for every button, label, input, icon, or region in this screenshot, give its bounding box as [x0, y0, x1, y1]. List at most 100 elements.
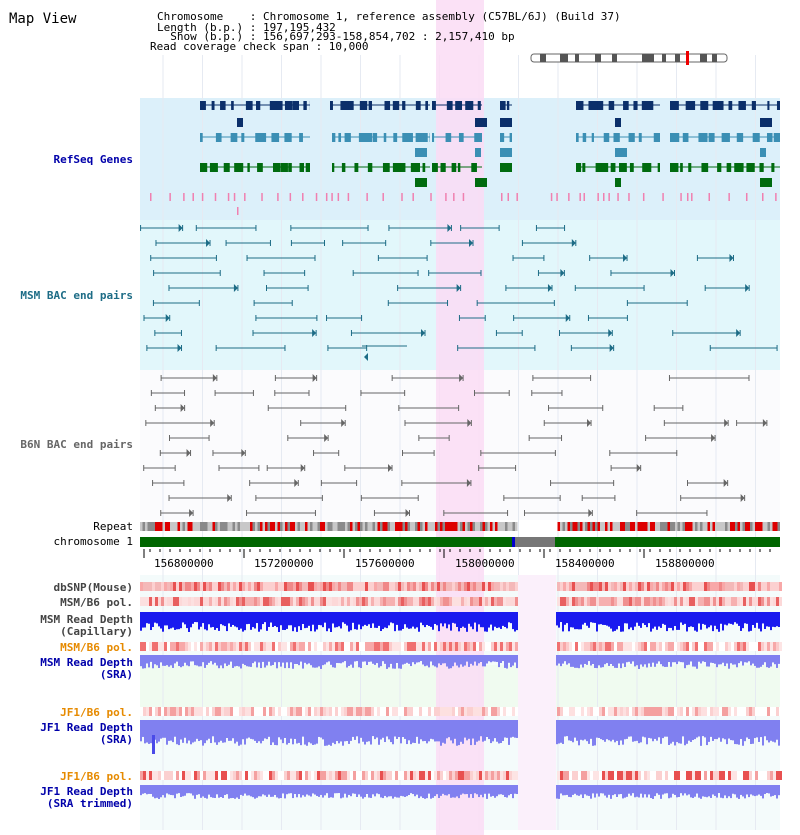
heat-cell	[323, 771, 326, 780]
depth-bar-msm-sra	[354, 655, 356, 662]
track-label-dbsnp[interactable]: dbSNP(Mouse)	[53, 581, 133, 594]
depth-bar-jf1-trimmed	[574, 785, 576, 794]
track-label-msm-depth-sra[interactable]: MSM Read Depth (SRA)	[40, 657, 133, 681]
depth-bar-capillary	[166, 612, 168, 626]
depth-bar-capillary	[266, 612, 268, 631]
depth-bar-capillary	[420, 612, 422, 623]
heat-cell	[455, 582, 458, 591]
depth-bar-msm-sra	[726, 655, 728, 664]
heat-cell	[590, 771, 593, 780]
repeat-bar	[477, 522, 480, 531]
gene-exon	[591, 133, 594, 142]
heat-cell	[584, 597, 587, 606]
depth-bar-jf1-trimmed	[624, 785, 626, 798]
depth-bar-jf1-sra	[204, 720, 206, 744]
depth-bar-jf1-sra	[144, 720, 146, 744]
track-label-jf1-depth-trimmed[interactable]: JF1 Read Depth (SRA trimmed)	[40, 786, 133, 810]
depth-bar-capillary	[224, 612, 226, 627]
depth-bar-jf1-trimmed	[770, 785, 772, 797]
track-label-b6n-bac[interactable]: B6N BAC end pairs	[20, 438, 133, 451]
heat-cell	[485, 707, 488, 716]
track-label-jf1-b6-pol-trimmed[interactable]: JF1/B6 pol.	[60, 770, 133, 783]
depth-bar-jf1-trimmed	[378, 785, 380, 795]
track-label-msm-bac[interactable]: MSM BAC end pairs	[20, 289, 133, 302]
depth-bar-jf1-sra	[582, 720, 584, 741]
depth-bar-jf1-trimmed	[472, 785, 474, 798]
repeat-bar	[377, 522, 380, 531]
track-label-refseq[interactable]: RefSeq Genes	[53, 153, 133, 166]
heat-cell	[416, 642, 419, 651]
gene-exon	[344, 133, 351, 142]
heat-cell	[254, 771, 257, 780]
depth-bar-msm-sra	[188, 655, 190, 667]
heat-cell	[488, 597, 491, 606]
depth-bar-jf1-trimmed	[400, 785, 402, 796]
depth-bar-msm-sra	[488, 655, 490, 662]
refseq-tick	[237, 207, 239, 215]
heat-cell	[191, 707, 194, 716]
depth-bar-msm-sra	[254, 655, 256, 662]
heat-cell	[272, 582, 275, 591]
track-label-msm-b6-pol[interactable]: MSM/B6 pol.	[60, 596, 133, 609]
depth-bar-capillary	[358, 612, 360, 625]
depth-bar-jf1-trimmed	[250, 785, 252, 797]
heat-cell	[677, 597, 680, 606]
depth-bar-jf1-sra	[564, 720, 566, 737]
depth-bar-msm-sra	[250, 655, 252, 667]
depth-bar-msm-sra	[594, 655, 596, 668]
gene-exon	[230, 133, 238, 142]
track-label-jf1-depth-sra[interactable]: JF1 Read Depth (SRA)	[40, 722, 133, 746]
heat-cell	[752, 771, 755, 780]
heat-cell	[389, 642, 392, 651]
depth-bar-jf1-trimmed	[676, 785, 678, 798]
depth-bar-jf1-sra	[754, 720, 756, 739]
depth-bar-msm-sra	[666, 655, 668, 667]
depth-bar-capillary	[220, 612, 222, 625]
track-label-msm-b6-pol-sra[interactable]: MSM/B6 pol.	[60, 641, 133, 654]
depth-bar-capillary	[184, 612, 186, 625]
bac-pair-arrow	[724, 419, 729, 427]
bac-pair-arrow	[468, 239, 473, 247]
repeat-bar	[300, 522, 303, 531]
depth-bar-msm-sra	[626, 655, 628, 663]
heat-cell	[245, 707, 248, 716]
heat-cell	[719, 707, 722, 716]
heat-cell	[695, 771, 698, 780]
heat-cell	[677, 771, 680, 780]
depth-bar-capillary	[332, 612, 334, 624]
depth-bar-msm-sra	[278, 655, 280, 663]
depth-bar-capillary	[254, 612, 256, 629]
heat-cell	[608, 707, 611, 716]
depth-bar-capillary	[412, 612, 414, 627]
gene-exon	[367, 163, 373, 172]
heat-cell	[479, 771, 482, 780]
heat-cell	[617, 582, 620, 591]
heat-cell	[182, 597, 185, 606]
depth-bar-capillary	[664, 612, 666, 625]
heat-cell	[578, 597, 581, 606]
depth-bar-capillary	[656, 612, 658, 630]
bac-pair-arrow	[447, 224, 452, 232]
repeat-bar	[217, 522, 220, 531]
depth-bar-jf1-trimmed	[308, 785, 310, 796]
depth-bar-jf1-sra	[484, 720, 486, 741]
heat-cell	[665, 707, 668, 716]
depth-bar-capillary	[508, 612, 510, 623]
depth-bar-capillary	[410, 612, 412, 629]
depth-bar-jf1-sra	[238, 720, 240, 746]
track-label-jf1-b6-pol[interactable]: JF1/B6 pol.	[60, 706, 133, 719]
gene-exon	[383, 133, 387, 142]
depth-bar-jf1-sra	[684, 720, 686, 746]
heat-cell	[623, 597, 626, 606]
heat-cell	[188, 582, 191, 591]
bac-pair-arrow	[324, 434, 329, 442]
depth-bar-jf1-sra	[322, 720, 324, 740]
gene-exon	[425, 101, 428, 110]
heat-cell	[299, 582, 302, 591]
depth-bar-msm-sra	[458, 655, 460, 668]
track-label-msm-depth-capillary[interactable]: MSM Read Depth (Capillary)	[40, 614, 133, 638]
gene-exon	[576, 101, 584, 110]
depth-bar-msm-sra	[756, 655, 758, 668]
gene-exon	[400, 163, 406, 172]
repeat-bar	[265, 522, 268, 531]
